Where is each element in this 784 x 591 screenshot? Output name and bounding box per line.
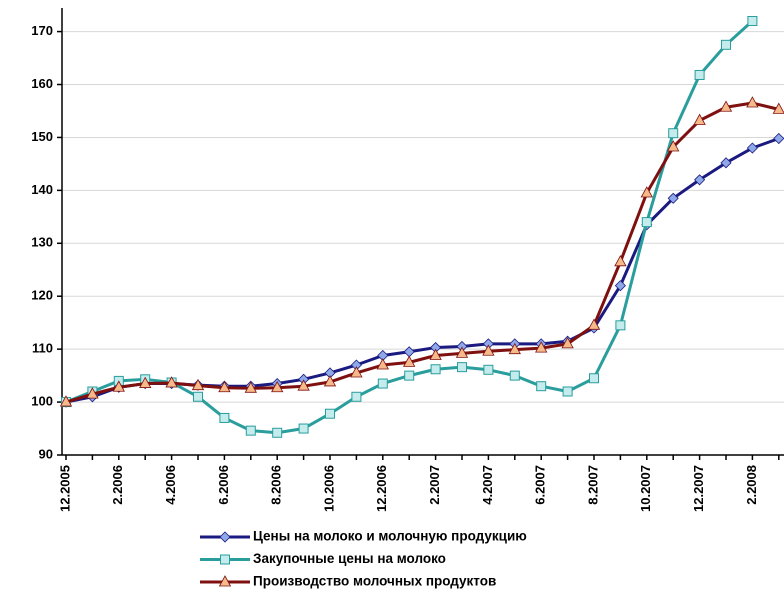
marker (587, 318, 601, 330)
marker (86, 387, 99, 399)
x-tick-label: 12.2006 (374, 465, 389, 512)
x-tick-label: 10.2006 (321, 465, 336, 512)
marker (220, 554, 230, 565)
marker (377, 378, 388, 389)
marker (773, 132, 784, 145)
marker (455, 346, 469, 358)
marker (59, 395, 73, 407)
marker (112, 380, 125, 392)
marker (719, 100, 733, 112)
x-tick-label: 12.2007 (691, 465, 706, 512)
marker (562, 386, 573, 397)
marker (429, 348, 442, 360)
marker (218, 575, 232, 587)
marker (325, 408, 335, 419)
marker (641, 217, 652, 228)
marker (457, 362, 467, 373)
x-tick-label: 8.2007 (585, 465, 600, 505)
x-tick-label: 6.2007 (533, 465, 548, 505)
marker (721, 39, 731, 50)
marker (561, 337, 574, 349)
marker (139, 376, 152, 388)
y-tick-label: 130 (31, 235, 53, 250)
marker (640, 186, 653, 198)
marker (589, 373, 599, 384)
marker (323, 375, 337, 387)
series-line (65, 101, 780, 404)
marker (218, 380, 231, 393)
marker (271, 380, 284, 393)
x-tick-label: 2.2008 (744, 465, 759, 505)
x-tick-label: 4.2006 (163, 465, 178, 505)
marker (298, 423, 309, 434)
series-line (65, 137, 780, 404)
marker (667, 140, 680, 152)
x-tick-label: 8.2006 (269, 465, 284, 505)
marker (193, 391, 203, 402)
x-tick-label: 12.2005 (57, 465, 72, 512)
marker (430, 364, 441, 375)
x-tick-label: 2.2007 (427, 465, 442, 505)
marker (297, 379, 310, 391)
marker (615, 320, 626, 331)
marker (351, 391, 362, 402)
x-tick-label: 2.2006 (110, 465, 125, 505)
marker (694, 174, 706, 186)
y-tick-label: 110 (32, 341, 53, 356)
marker (535, 341, 548, 353)
y-tick-label: 100 (31, 394, 53, 409)
marker (720, 157, 732, 169)
marker (667, 192, 679, 204)
marker (483, 364, 494, 375)
marker (245, 425, 256, 436)
x-tick-label: 10.2007 (638, 465, 653, 512)
marker (165, 376, 178, 388)
x-tick-label: 6.2006 (216, 465, 231, 505)
marker (694, 69, 705, 80)
marker (191, 378, 205, 391)
marker (508, 342, 521, 355)
y-tick-label: 150 (31, 129, 53, 144)
marker (693, 113, 706, 125)
marker (376, 358, 389, 370)
marker (403, 346, 415, 358)
legend-label: Производство молочных продуктов (253, 574, 496, 589)
x-tick-label: 4.2007 (480, 465, 495, 505)
marker (482, 344, 495, 356)
legend-label: Закупочные цены на молоко (253, 551, 446, 566)
y-tick-label: 160 (31, 76, 53, 91)
marker (350, 366, 363, 378)
marker (404, 370, 415, 381)
legend-label: Цены на молоко и молочную продукцию (253, 529, 527, 544)
marker (668, 128, 679, 139)
marker (746, 96, 759, 108)
marker (244, 381, 257, 393)
marker (219, 412, 230, 423)
y-tick-label: 90 (39, 446, 53, 461)
y-tick-label: 140 (31, 182, 53, 197)
marker (614, 280, 626, 292)
marker (509, 370, 520, 381)
marker (536, 381, 547, 392)
y-tick-label: 170 (31, 23, 53, 38)
marker (219, 531, 231, 543)
marker (746, 142, 758, 154)
marker (747, 16, 758, 26)
marker (272, 427, 283, 438)
y-tick-label: 120 (31, 288, 53, 303)
marker (772, 102, 784, 114)
marker (403, 355, 416, 367)
marker (614, 254, 627, 267)
